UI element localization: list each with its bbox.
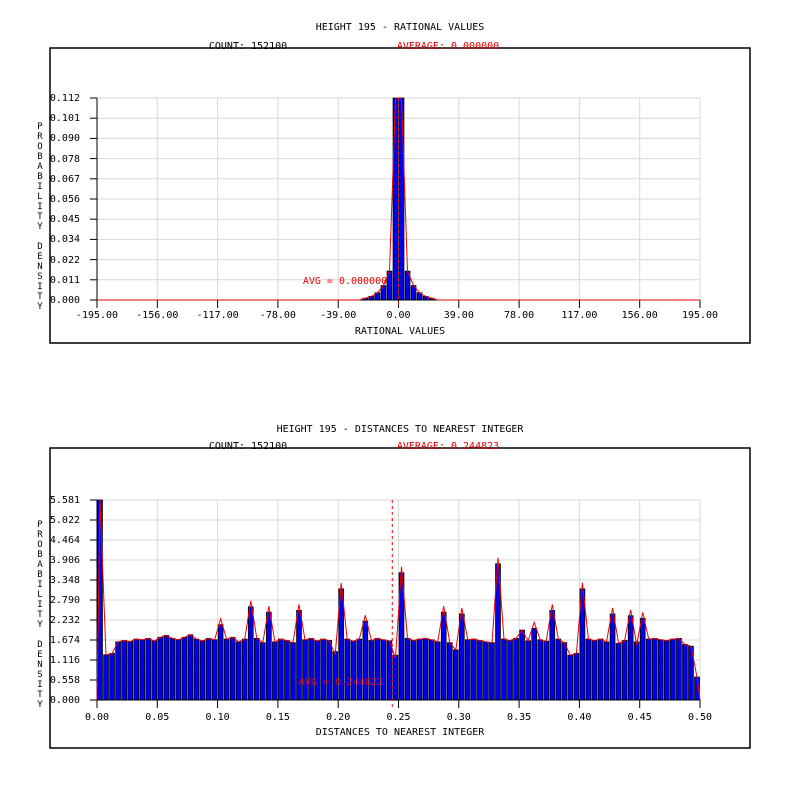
y-axis-title-letter: I	[37, 182, 43, 192]
y-axis-title-letter: Y	[37, 620, 43, 630]
y-tick-label: 0.056	[49, 194, 80, 205]
chart1-title: HEIGHT 195 - RATIONAL VALUES	[315, 22, 485, 33]
y-axis-title-letter: E	[37, 252, 43, 262]
y-axis-title-letter: B	[37, 152, 43, 162]
y-tick-label: 0.101	[49, 113, 80, 125]
chart2-average-label: AVERAGE: 0.244823	[396, 441, 500, 452]
y-axis-title-letter: N	[37, 660, 43, 670]
y-tick-label: 2.790	[49, 595, 80, 606]
y-axis-title-letter: S	[37, 670, 43, 680]
y-axis-title-letter: I	[37, 202, 43, 212]
y-tick-label: 0.090	[49, 133, 80, 145]
y-tick-label: 4.464	[49, 535, 80, 546]
x-tick-label: -117.00	[196, 310, 239, 321]
y-axis-title-letter: B	[37, 550, 43, 560]
y-axis-title-letter: R	[37, 132, 43, 142]
y-axis-title-letter: I	[37, 580, 43, 590]
x-tick-label: 0.00	[84, 712, 110, 723]
y-tick-label: 2.232	[49, 615, 80, 626]
y-axis-title-letter: L	[37, 192, 43, 202]
y-axis-title-letter: O	[37, 142, 43, 152]
y-tick-label: 3.906	[49, 555, 80, 566]
y-axis-title-letter: I	[37, 680, 43, 690]
y-axis-title-letter: A	[37, 162, 43, 172]
x-tick-label: -78.00	[259, 310, 296, 321]
y-tick-label: 0.045	[49, 214, 80, 226]
y-axis-title-letter	[34, 232, 46, 242]
y-axis-title-letter: T	[37, 690, 43, 700]
y-axis-title-letter: T	[37, 292, 43, 302]
x-tick-label: 0.05	[145, 712, 170, 723]
x-tick-label: -39.00	[320, 310, 357, 321]
y-axis-title-letter: P	[37, 122, 43, 132]
chart1-avg-annotation: AVG = 0.000000	[302, 276, 388, 287]
y-tick-label: 0.022	[49, 254, 80, 266]
y-tick-label: 0.011	[49, 274, 80, 286]
x-tick-label: 0.35	[507, 712, 532, 723]
y-axis-title-letter: B	[37, 570, 43, 580]
chart1-count-label: COUNT: 152100	[208, 41, 288, 52]
chart1-average-label: AVERAGE: 0.000000	[396, 41, 500, 52]
y-tick-label: 0.558	[49, 675, 80, 686]
y-tick-label: 5.022	[49, 515, 80, 526]
x-tick-label: 0.00	[386, 310, 411, 321]
chart2-title: HEIGHT 195 - DISTANCES TO NEAREST INTEGE…	[276, 424, 524, 435]
x-tick-label: 0.50	[687, 712, 713, 723]
chart2-avg-annotation: AVG = 0.244823	[298, 677, 384, 688]
x-tick-label: 0.10	[205, 712, 230, 723]
y-axis-title-letter: S	[37, 272, 43, 282]
y-axis-title-letter: O	[37, 540, 43, 550]
y-tick-label: 1.674	[49, 635, 80, 646]
x-tick-label: -156.00	[136, 310, 179, 321]
x-tick-label: 195.00	[681, 310, 719, 321]
y-axis-title-letter	[34, 630, 46, 640]
y-tick-label: 0.034	[49, 234, 80, 246]
y-axis-title-letter: Y	[37, 222, 43, 232]
y-tick-label: 0.000	[49, 295, 80, 306]
chart2-x-axis-title: DISTANCES TO NEAREST INTEGER	[315, 727, 485, 738]
x-tick-label: 0.25	[386, 712, 411, 723]
x-tick-label: 39.00	[443, 310, 474, 321]
y-tick-label: 5.581	[49, 495, 80, 506]
y-axis-title-letter: D	[37, 242, 43, 252]
x-tick-label: 78.00	[504, 310, 535, 321]
chart2-count-label: COUNT: 152100	[208, 441, 288, 452]
y-tick-label: 1.116	[49, 655, 80, 666]
y-tick-label: 0.067	[49, 173, 80, 185]
x-tick-label: 156.00	[621, 310, 658, 321]
y-axis-title-letter: Y	[37, 700, 43, 710]
y-axis-title-letter: D	[37, 640, 43, 650]
x-tick-label: 0.20	[326, 712, 351, 723]
x-tick-label: 0.45	[627, 712, 652, 723]
y-axis-title-letter: N	[37, 262, 43, 272]
y-axis-title-letter: E	[37, 650, 43, 660]
x-tick-label: 117.00	[561, 310, 598, 321]
x-tick-label: -195.00	[75, 310, 119, 321]
x-tick-label: 0.40	[567, 712, 592, 723]
x-tick-label: 0.15	[265, 712, 290, 723]
y-axis-title-letter: Y	[37, 302, 43, 312]
y-axis-title-letter: A	[37, 560, 43, 570]
chart1-x-axis-title: RATIONAL VALUES	[354, 326, 446, 337]
y-tick-label: 3.348	[49, 575, 80, 586]
y-axis-title-letter: L	[37, 590, 43, 600]
y-axis-title-letter: B	[37, 172, 43, 182]
y-axis-title-letter: R	[37, 530, 43, 540]
y-axis-title-letter: I	[37, 600, 43, 610]
y-axis-title-letter: I	[37, 282, 43, 292]
y-tick-label: 0.078	[49, 153, 80, 165]
y-axis-title-letter: T	[37, 610, 43, 620]
y-axis-title-letter: P	[37, 520, 43, 530]
y-tick-label: 0.112	[49, 93, 80, 104]
x-tick-label: 0.30	[446, 712, 471, 723]
y-axis-title-letter: T	[37, 212, 43, 222]
y-tick-label: 0.000	[49, 695, 80, 706]
